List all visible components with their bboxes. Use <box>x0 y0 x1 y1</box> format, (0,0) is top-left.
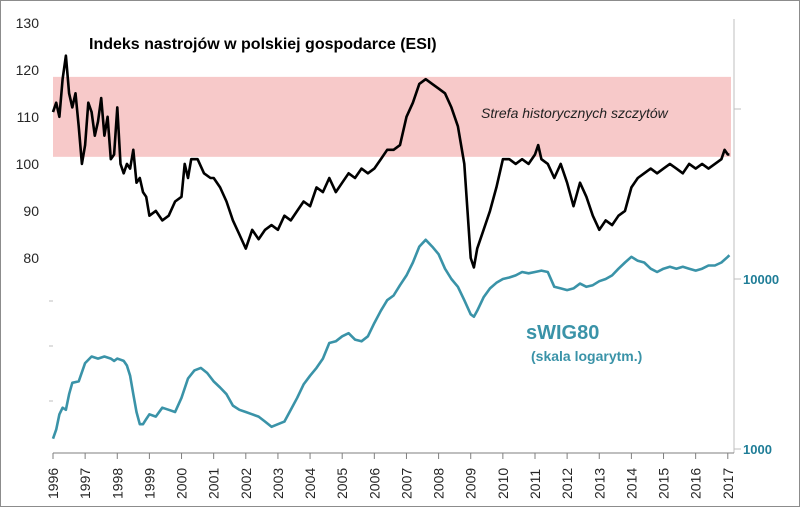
x-tick-label: 2003 <box>270 468 286 499</box>
x-tick-label: 2015 <box>656 468 672 499</box>
x-tick-label: 2006 <box>366 468 382 499</box>
x-tick-label: 2007 <box>398 468 414 499</box>
x-tick-label: 2013 <box>591 468 607 499</box>
x-tick-label: 2016 <box>688 468 704 499</box>
band-historic-peaks <box>53 76 731 157</box>
right-tick-label: 10000 <box>743 272 779 287</box>
x-tick-label: 1997 <box>77 468 93 499</box>
x-tick-label: 2001 <box>206 468 222 499</box>
x-tick-label: 1998 <box>109 468 125 499</box>
x-tick-label: 2005 <box>334 468 350 499</box>
left-axis: 80 90 100 110 120 130 <box>16 15 53 402</box>
band-label: Strefa historycznych szczytów <box>481 105 669 121</box>
right-tick-label: 1000 <box>743 442 772 457</box>
x-tick-label: 2010 <box>495 468 511 499</box>
right-axis: 1000 10000 <box>733 19 779 457</box>
x-tick-label: 2004 <box>302 468 318 499</box>
swig80-legend-label: sWIG80 <box>526 322 599 344</box>
chart-title: Indeks nastrojów w polskiej gospodarce (… <box>89 36 437 53</box>
esi-line <box>51 54 730 269</box>
x-tick-label: 2011 <box>527 469 543 499</box>
x-tick-label: 2009 <box>463 468 479 499</box>
left-tick-label: 80 <box>23 250 39 266</box>
x-tick-label: 2002 <box>238 468 254 499</box>
left-tick-label: 130 <box>16 15 40 31</box>
x-tick-label: 2012 <box>559 468 575 499</box>
x-tick-label: 1996 <box>45 468 61 499</box>
x-tick-label: 2017 <box>720 468 736 499</box>
swig80-line <box>51 238 731 440</box>
x-axis: 1996 1997 1998 1999 2000 2001 2002 2003 2004 2005… <box>45 452 736 499</box>
left-tick-label: 120 <box>16 62 40 78</box>
x-tick-label: 1999 <box>141 468 157 499</box>
left-tick-label: 110 <box>17 109 40 125</box>
x-tick-label: 2014 <box>623 468 639 499</box>
swig80-legend-subtitle: (skala logarytm.) <box>531 348 642 364</box>
x-tick-label: 2008 <box>431 468 447 499</box>
left-tick-label: 90 <box>23 203 39 219</box>
x-tick-label: 2000 <box>174 468 190 499</box>
left-tick-label: 100 <box>16 156 40 172</box>
